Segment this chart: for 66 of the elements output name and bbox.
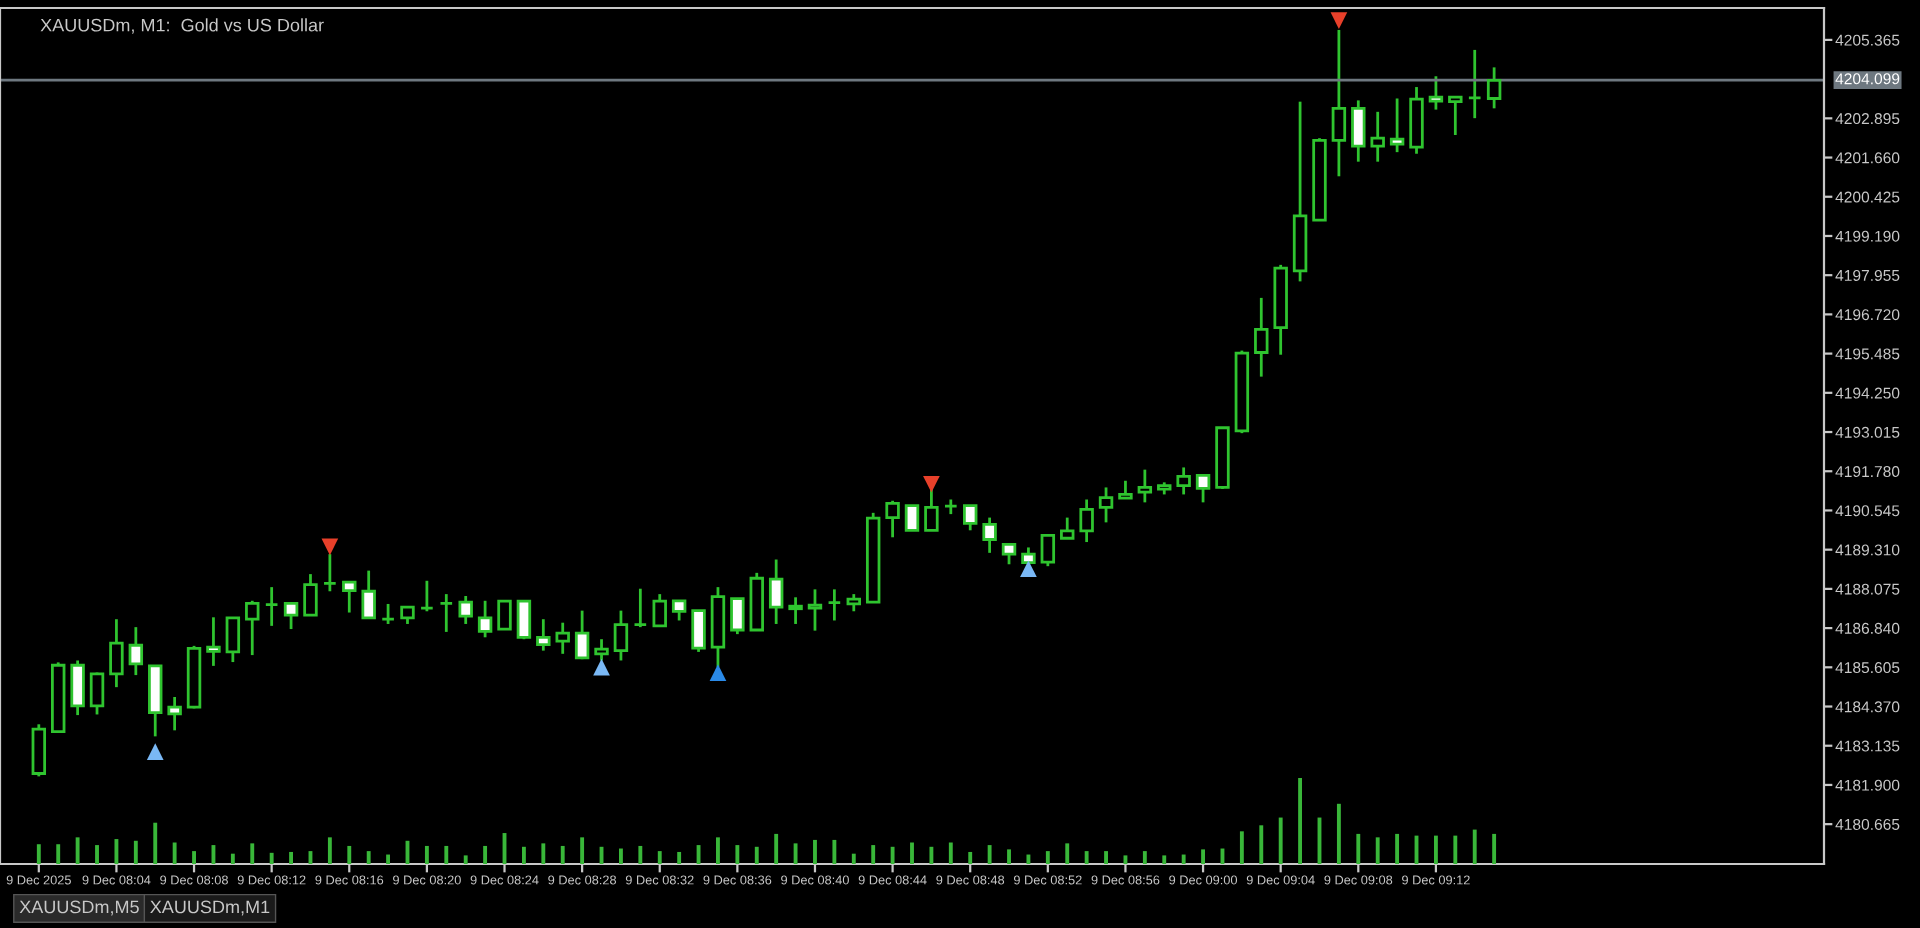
- candlestick: [458, 594, 473, 626]
- candlestick: [342, 580, 357, 614]
- candlestick: [982, 516, 997, 555]
- candlestick: [574, 609, 590, 661]
- candlestick: [904, 504, 920, 532]
- point: [923, 475, 940, 493]
- candlestick: [1098, 486, 1114, 524]
- candlestick: [109, 617, 124, 689]
- candlestick: [1448, 95, 1463, 137]
- chart-title: XAUUSDm, M1: Gold vs US Dollar: [40, 18, 324, 34]
- candlestick: [730, 597, 745, 636]
- candlestick: [264, 585, 279, 628]
- candlestick: [768, 558, 784, 626]
- candlestick: [1428, 74, 1444, 111]
- candlestick: [555, 621, 570, 656]
- candlestick: [1079, 498, 1094, 544]
- candlestick: [1001, 542, 1017, 566]
- candlestick: [1137, 468, 1153, 504]
- candlestick: [148, 664, 163, 738]
- candlestick: [419, 579, 435, 613]
- point: [1330, 12, 1348, 30]
- candlestick: [1040, 533, 1056, 568]
- candlestick: [652, 592, 667, 628]
- candlestick: [1254, 296, 1269, 379]
- candlestick: [633, 587, 648, 629]
- candlestick: [1409, 85, 1424, 156]
- candlestick: [1195, 473, 1211, 504]
- candlestick: [691, 609, 706, 654]
- point: [321, 538, 339, 556]
- candlestick: [1351, 99, 1366, 164]
- candlestick: [788, 595, 803, 626]
- candlestick: [1176, 466, 1191, 496]
- candlestick: [380, 602, 396, 626]
- candlestick: [1486, 65, 1502, 110]
- text: XAUUSDm,M1: [150, 900, 270, 916]
- text: XAUUSDm,M5: [19, 900, 139, 916]
- candlestick: [1467, 48, 1482, 120]
- candlestick: [70, 659, 85, 717]
- candlestick: [245, 599, 260, 657]
- candlestick: [1370, 110, 1385, 164]
- candlestick: [1060, 516, 1075, 540]
- candlestick: [497, 599, 512, 631]
- candlestick: [439, 592, 454, 634]
- candlestick: [206, 615, 221, 668]
- candlestick: [225, 616, 241, 664]
- candlestick: [361, 569, 376, 620]
- point: [593, 658, 610, 676]
- candlestick: [807, 587, 823, 633]
- candlestick: [283, 601, 299, 631]
- candlestick: [303, 572, 318, 617]
- candlestick: [536, 617, 551, 653]
- candlestick: [167, 695, 182, 732]
- candlestick: [128, 625, 144, 677]
- candlestick: [31, 722, 47, 778]
- candlestick: [1389, 97, 1405, 154]
- candlestick: [477, 599, 493, 639]
- point: [709, 664, 727, 681]
- candlestick: [671, 599, 687, 622]
- point: [1020, 560, 1037, 578]
- candlestick: [613, 609, 629, 662]
- candlestick: [89, 671, 105, 716]
- candlestick: [963, 504, 978, 532]
- candlestick: [516, 599, 532, 641]
- candlestick: [827, 587, 842, 622]
- candlestick: [885, 499, 900, 539]
- point: [146, 743, 164, 760]
